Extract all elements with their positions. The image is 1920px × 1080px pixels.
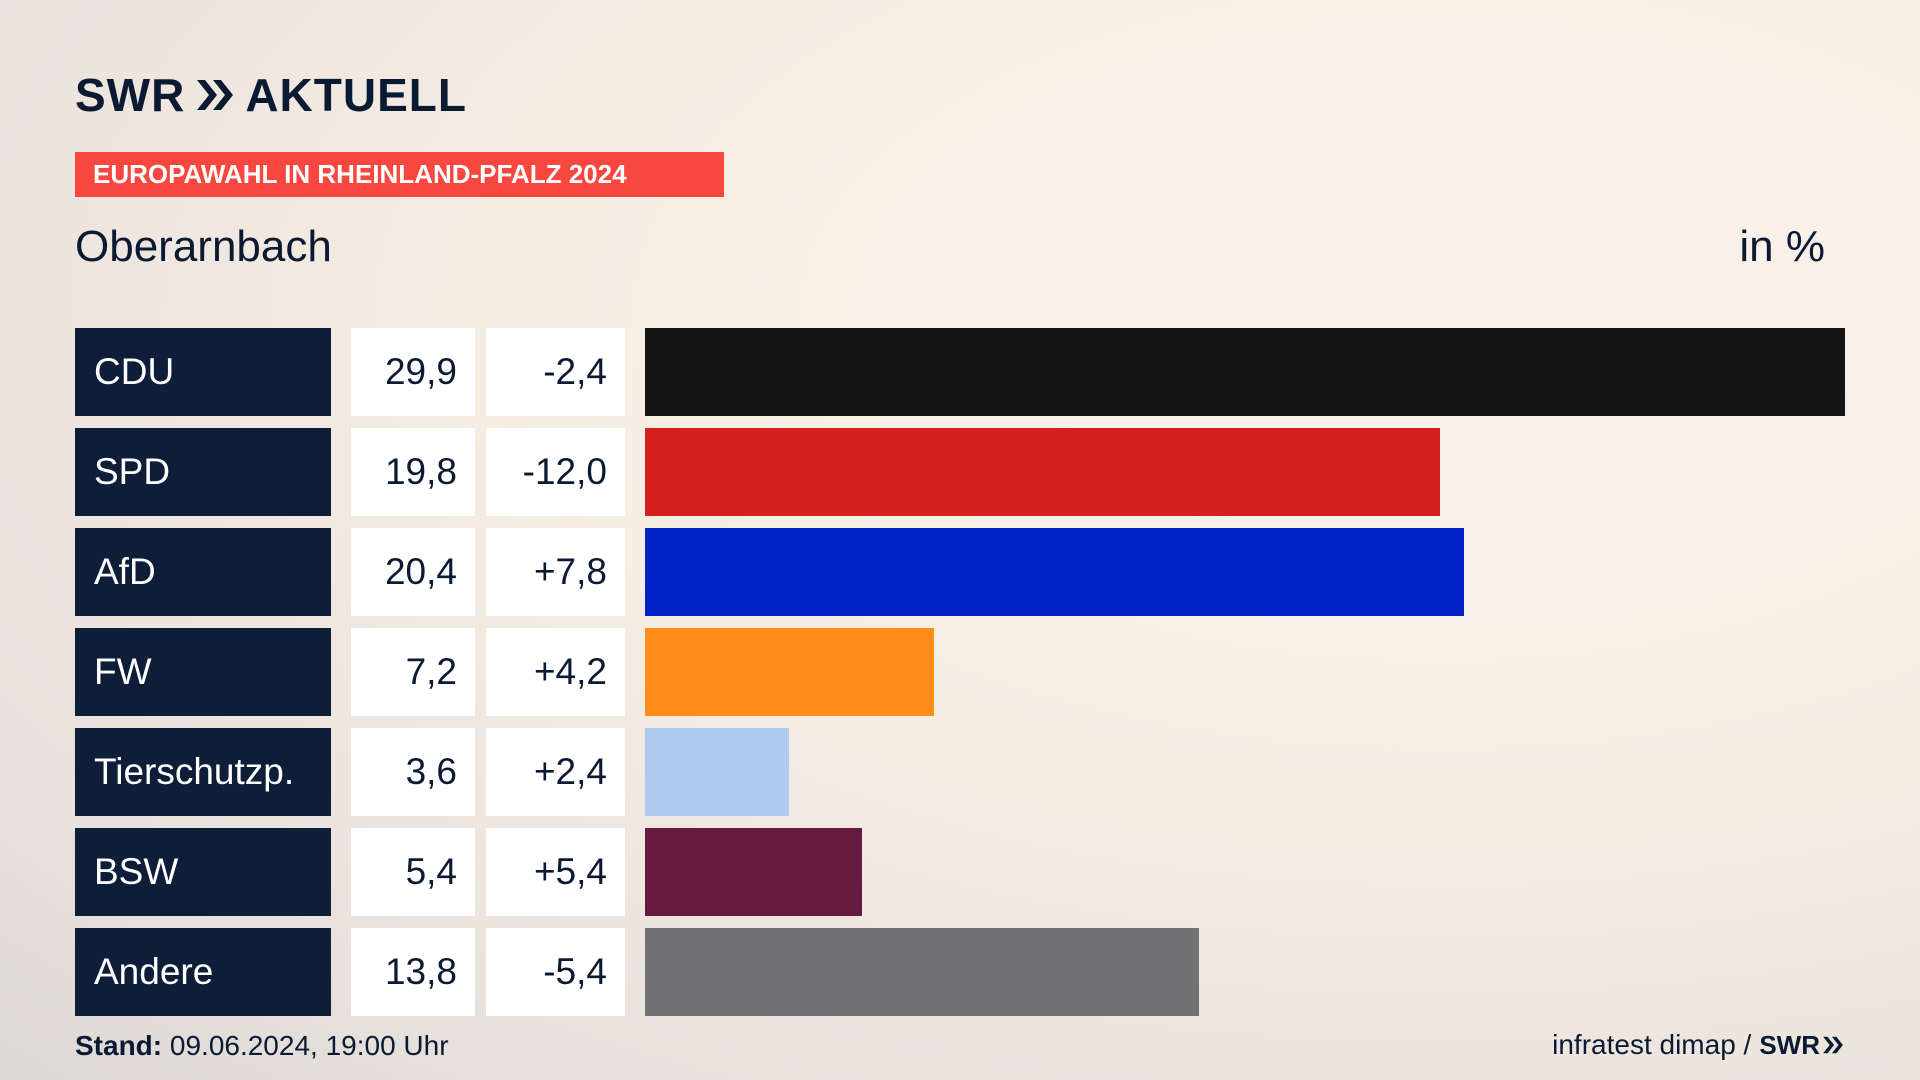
- result-row: Tierschutzp. 3,6 +2,4: [75, 728, 1845, 816]
- bar: [645, 328, 1845, 416]
- result-row: Andere 13,8 -5,4: [75, 928, 1845, 1016]
- place-title: Oberarnbach: [75, 222, 332, 271]
- bar: [645, 628, 934, 716]
- party-label: SPD: [75, 428, 331, 516]
- result-row: FW 7,2 +4,2: [75, 628, 1845, 716]
- change-label: -2,4: [486, 328, 625, 416]
- swr-aktuell-logo: SWR AKTUELL: [75, 68, 467, 122]
- party-label: Andere: [75, 928, 331, 1016]
- brand-name: SWR: [75, 69, 186, 121]
- source-brand: SWR: [1759, 1030, 1844, 1061]
- party-label: Tierschutzp.: [75, 728, 331, 816]
- result-row: SPD 19,8 -12,0: [75, 428, 1845, 516]
- value-label: 19,8: [351, 428, 475, 516]
- bar: [645, 428, 1440, 516]
- change-label: -12,0: [486, 428, 625, 516]
- party-label: FW: [75, 628, 331, 716]
- party-label: AfD: [75, 528, 331, 616]
- bar: [645, 928, 1199, 1016]
- value-label: 5,4: [351, 828, 475, 916]
- result-row: AfD 20,4 +7,8: [75, 528, 1845, 616]
- source-label: infratest dimap /: [1552, 1029, 1752, 1060]
- double-chevron-icon: [1823, 1036, 1843, 1054]
- party-label: BSW: [75, 828, 331, 916]
- value-label: 13,8: [351, 928, 475, 1016]
- election-tag: EUROPAWAHL IN RHEINLAND-PFALZ 2024: [75, 152, 724, 197]
- change-label: +5,4: [486, 828, 625, 916]
- result-row: CDU 29,9 -2,4: [75, 328, 1845, 416]
- bar: [645, 828, 862, 916]
- source-credit: infratest dimap / SWR: [1552, 1029, 1844, 1061]
- value-label: 29,9: [351, 328, 475, 416]
- party-label: CDU: [75, 328, 331, 416]
- change-label: +2,4: [486, 728, 625, 816]
- bar: [645, 728, 790, 816]
- change-label: +4,2: [486, 628, 625, 716]
- value-label: 3,6: [351, 728, 475, 816]
- brand-suffix: AKTUELL: [245, 69, 467, 121]
- change-label: -5,4: [486, 928, 625, 1016]
- value-label: 7,2: [351, 628, 475, 716]
- source-brand-name: SWR: [1759, 1029, 1820, 1060]
- change-label: +7,8: [486, 528, 625, 616]
- stand-value: 09.06.2024, 19:00 Uhr: [169, 1030, 449, 1061]
- value-label: 20,4: [351, 528, 475, 616]
- bar: [645, 528, 1464, 616]
- unit-label: in %: [1739, 222, 1825, 271]
- stand-label: Stand:: [75, 1030, 163, 1061]
- timestamp: Stand: 09.06.2024, 19:00 Uhr: [75, 1030, 449, 1062]
- result-row: BSW 5,4 +5,4: [75, 828, 1845, 916]
- double-chevron-icon: [197, 80, 234, 110]
